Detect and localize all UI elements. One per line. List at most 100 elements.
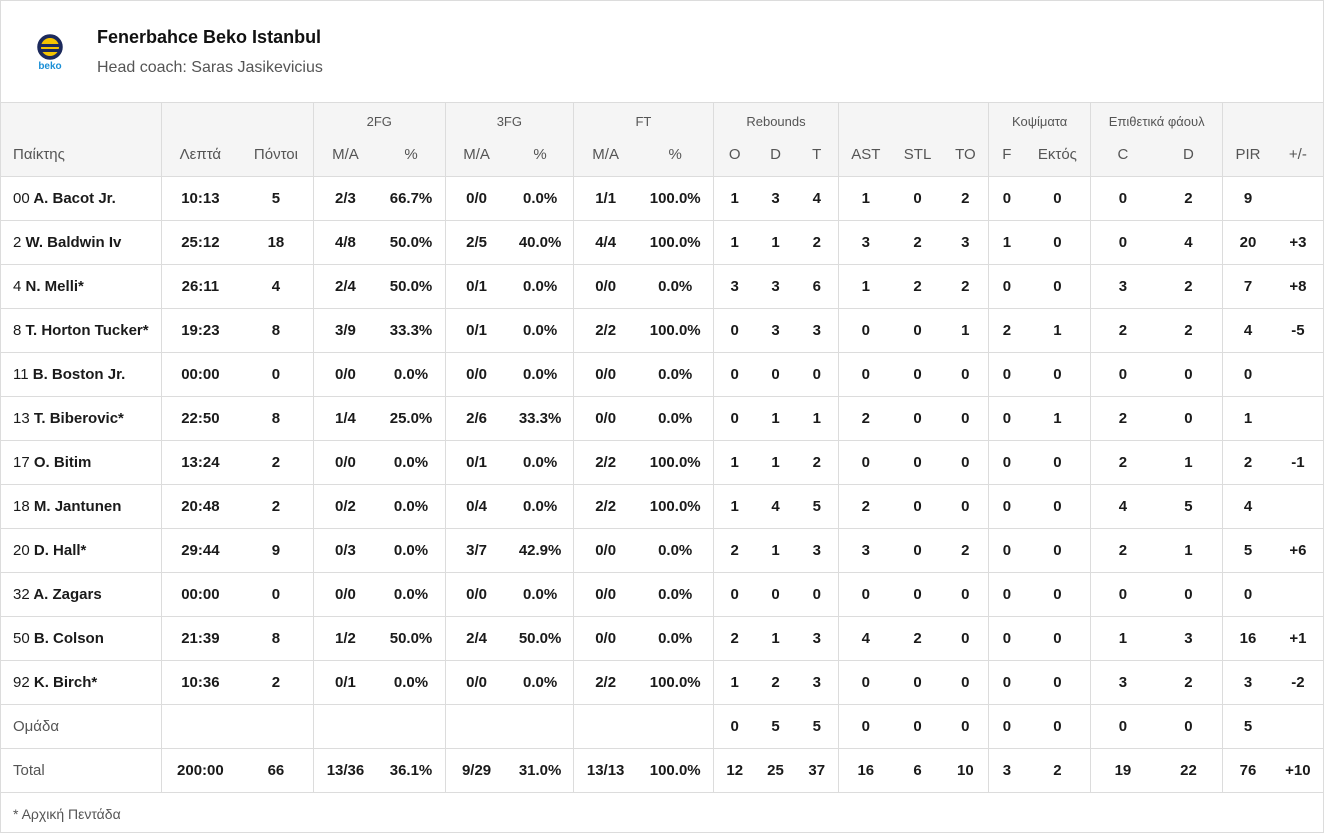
column-header: % xyxy=(507,133,574,177)
stat-cell: 20:48 xyxy=(160,484,240,529)
stat-cell: +3 xyxy=(1272,220,1323,265)
stat-cell: 0 xyxy=(1024,484,1091,529)
head-coach: Head coach: Saras Jasikevicius xyxy=(97,59,323,76)
stat-cell xyxy=(1272,572,1323,617)
stat-cell: 0/0 xyxy=(312,352,378,397)
player-name[interactable]: O. Bitim xyxy=(33,453,92,471)
stat-cell: 0.0% xyxy=(507,352,574,397)
table-row: 32 A. Zagars 00:00 0 0/0 0.0% 0/0 0.0% 0/0 0.0% 0… xyxy=(1,572,1323,617)
stat-cell: 0 xyxy=(1154,396,1223,441)
player-cell: 50 B. Colson xyxy=(1,616,162,661)
player-cell: 20 D. Hall* xyxy=(1,528,162,573)
player-name[interactable]: T. Biberovic* xyxy=(33,409,124,427)
stat-cell: 0 xyxy=(1024,352,1091,397)
stat-cell: 66.7% xyxy=(377,176,446,221)
stat-cell xyxy=(1272,484,1323,529)
player-name[interactable]: A. Zagars xyxy=(33,585,102,603)
stat-cell: 26:11 xyxy=(160,264,240,309)
stat-cell: 0 xyxy=(838,352,893,397)
stat-cell: 3 xyxy=(942,220,989,265)
player-number: 18 xyxy=(13,497,30,515)
group-empty xyxy=(838,103,989,133)
column-header: +/- xyxy=(1272,133,1323,177)
stat-cell xyxy=(507,704,574,749)
stat-cell: 1 xyxy=(755,440,796,485)
stat-cell: 3 xyxy=(712,264,756,309)
stat-cell: 0 xyxy=(942,484,989,529)
stat-cell: 4 xyxy=(239,264,314,309)
player-cell: 32 A. Zagars xyxy=(1,572,162,617)
stat-cell: +1 xyxy=(1272,616,1323,661)
stat-cell: 0 xyxy=(942,572,989,617)
stat-cell: 1 xyxy=(712,484,756,529)
team-row: Ομάδα 0 5 5 0 0 0 0 0 0 0 5 xyxy=(1,704,1323,749)
stat-cell: 0 xyxy=(1090,352,1155,397)
stat-cell: 2 xyxy=(1154,264,1223,309)
stat-cell: 3 xyxy=(988,748,1025,793)
stat-cell: 0 xyxy=(892,660,943,705)
stat-cell: 0.0% xyxy=(507,308,574,353)
player-name[interactable]: T. Horton Tucker* xyxy=(25,321,149,339)
stat-cell: 0 xyxy=(838,704,893,749)
stat-cell: 0 xyxy=(1024,264,1091,309)
stat-cell: 2 xyxy=(755,660,796,705)
stat-cell: 0.0% xyxy=(637,396,714,441)
stat-cell: 0 xyxy=(838,572,893,617)
stat-cell: 0 xyxy=(1024,528,1091,573)
player-name[interactable]: K. Birch* xyxy=(33,673,98,691)
stat-cell: 8 xyxy=(239,396,314,441)
stat-cell: 9 xyxy=(239,528,314,573)
stat-cell: 31.0% xyxy=(507,748,574,793)
stat-cell: 1 xyxy=(712,660,756,705)
table-row: 50 B. Colson 21:39 8 1/2 50.0% 2/4 50.0% 0/0 0.0… xyxy=(1,616,1323,661)
stat-cell: 0.0% xyxy=(377,660,446,705)
stat-cell: 0/0 xyxy=(444,352,508,397)
player-name[interactable]: D. Hall* xyxy=(33,541,87,559)
stat-cell: 5 xyxy=(239,176,314,221)
stat-cell: 2 xyxy=(1154,176,1223,221)
stat-cell: 22 xyxy=(1154,748,1223,793)
stat-cell: 0 xyxy=(942,440,989,485)
stat-cell xyxy=(239,704,314,749)
stat-cell: 2 xyxy=(795,220,839,265)
player-name[interactable]: M. Jantunen xyxy=(33,497,122,515)
stat-cell: 4 xyxy=(1090,484,1155,529)
stat-cell: 2 xyxy=(1024,748,1091,793)
stat-cell: 1 xyxy=(1024,396,1091,441)
stat-cell: 2/2 xyxy=(572,440,638,485)
stat-cell: 3 xyxy=(755,264,796,309)
stat-cell: 33.3% xyxy=(507,396,574,441)
team-logo: beko xyxy=(30,27,70,77)
player-name[interactable]: B. Boston Jr. xyxy=(32,365,126,383)
stat-cell: 0 xyxy=(1222,352,1273,397)
stat-cell: 0 xyxy=(988,572,1025,617)
stat-cell: 0 xyxy=(838,308,893,353)
stat-cell: 0 xyxy=(1090,572,1155,617)
stat-cell: 21:39 xyxy=(160,616,240,661)
player-name[interactable]: W. Baldwin Iv xyxy=(25,233,122,251)
stat-cell: 0/1 xyxy=(312,660,378,705)
stat-cell: 2 xyxy=(838,396,893,441)
stat-cell: 0 xyxy=(942,616,989,661)
stat-cell: 0 xyxy=(1024,660,1091,705)
stat-cell: 6 xyxy=(892,748,943,793)
player-name[interactable]: B. Colson xyxy=(33,629,104,647)
group-ft: FT xyxy=(572,103,714,133)
stat-cell: 2 xyxy=(1222,440,1273,485)
player-name[interactable]: A. Bacot Jr. xyxy=(33,189,116,207)
stat-cell: 0 xyxy=(1024,616,1091,661)
stat-cell: 13/13 xyxy=(572,748,638,793)
stat-cell: 4 xyxy=(838,616,893,661)
stat-cell: 1 xyxy=(1024,308,1091,353)
stat-cell: 5 xyxy=(795,704,839,749)
stat-cell: 0.0% xyxy=(507,572,574,617)
stat-cell: 0/1 xyxy=(444,440,508,485)
player-name[interactable]: N. Melli* xyxy=(25,277,84,295)
stat-cell: 0 xyxy=(755,352,796,397)
stat-cell: 3 xyxy=(1090,264,1155,309)
stat-cell: 50.0% xyxy=(377,220,446,265)
stat-cell: 0 xyxy=(892,396,943,441)
stat-cell: 0 xyxy=(892,528,943,573)
stat-cell xyxy=(637,704,714,749)
table-row: 8 T. Horton Tucker* 19:23 8 3/9 33.3% 0/1 0.0%… xyxy=(1,308,1323,353)
